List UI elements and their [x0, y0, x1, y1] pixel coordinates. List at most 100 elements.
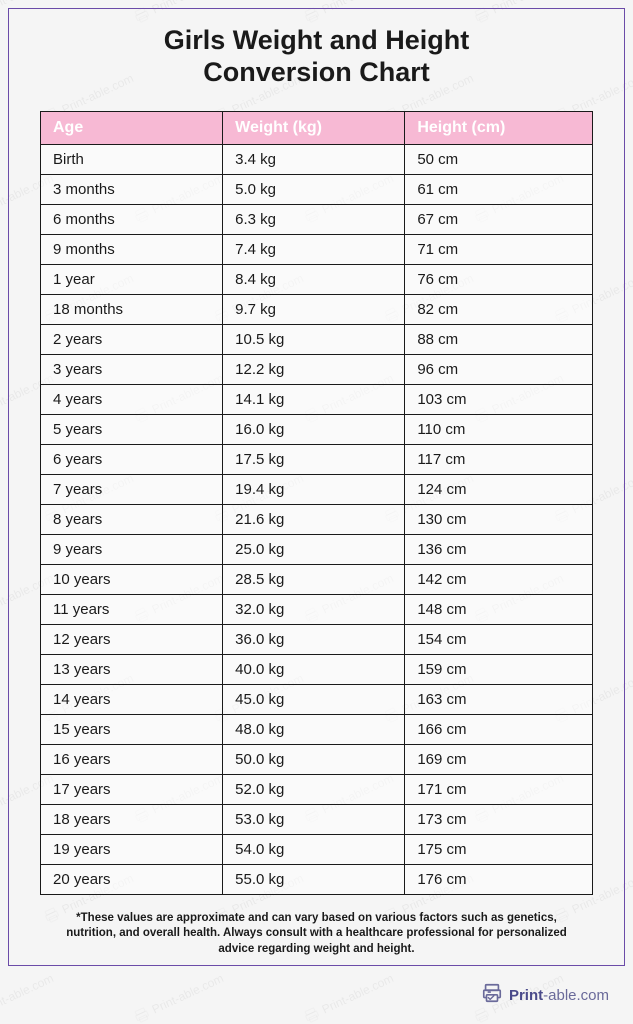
table-row: 7 years19.4 kg124 cm	[41, 474, 593, 504]
conversion-table: Age Weight (kg) Height (cm) Birth3.4 kg5…	[40, 111, 593, 895]
table-cell: 10 years	[41, 564, 223, 594]
table-cell: 13 years	[41, 654, 223, 684]
table-cell: 19 years	[41, 834, 223, 864]
table-cell: 159 cm	[405, 654, 593, 684]
table-cell: 36.0 kg	[223, 624, 405, 654]
table-cell: 173 cm	[405, 804, 593, 834]
title-line1: Girls Weight and Height	[164, 25, 470, 55]
table-row: 12 years36.0 kg154 cm	[41, 624, 593, 654]
table-cell: Birth	[41, 144, 223, 174]
table-cell: 17.5 kg	[223, 444, 405, 474]
table-cell: 154 cm	[405, 624, 593, 654]
table-cell: 3 years	[41, 354, 223, 384]
table-cell: 169 cm	[405, 744, 593, 774]
table-cell: 45.0 kg	[223, 684, 405, 714]
table-cell: 2 years	[41, 324, 223, 354]
table-cell: 25.0 kg	[223, 534, 405, 564]
table-row: 16 years50.0 kg169 cm	[41, 744, 593, 774]
watermark: Print-able.com	[131, 970, 226, 1024]
table-cell: 50.0 kg	[223, 744, 405, 774]
watermark: Print-able.com	[301, 970, 396, 1024]
table-cell: 32.0 kg	[223, 594, 405, 624]
table-row: 6 years17.5 kg117 cm	[41, 444, 593, 474]
table-cell: 7 years	[41, 474, 223, 504]
table-cell: 1 year	[41, 264, 223, 294]
footnote: *These values are approximate and can va…	[40, 911, 593, 958]
table-cell: 117 cm	[405, 444, 593, 474]
table-cell: 96 cm	[405, 354, 593, 384]
table-row: 17 years52.0 kg171 cm	[41, 774, 593, 804]
col-header-weight: Weight (kg)	[223, 111, 405, 144]
table-cell: 52.0 kg	[223, 774, 405, 804]
table-cell: 15 years	[41, 714, 223, 744]
printer-icon	[481, 982, 503, 1008]
table-cell: 175 cm	[405, 834, 593, 864]
table-cell: 76 cm	[405, 264, 593, 294]
table-row: 11 years32.0 kg148 cm	[41, 594, 593, 624]
table-cell: 103 cm	[405, 384, 593, 414]
table-row: 3 years12.2 kg96 cm	[41, 354, 593, 384]
table-cell: 142 cm	[405, 564, 593, 594]
col-header-age: Age	[41, 111, 223, 144]
table-row: 13 years40.0 kg159 cm	[41, 654, 593, 684]
table-cell: 82 cm	[405, 294, 593, 324]
table-cell: 20 years	[41, 864, 223, 894]
footer-brand: Print-able.com	[481, 982, 609, 1008]
table-cell: 17 years	[41, 774, 223, 804]
table-row: 1 year8.4 kg76 cm	[41, 264, 593, 294]
title-line2: Conversion Chart	[203, 57, 430, 87]
table-cell: 12 years	[41, 624, 223, 654]
table-cell: 18 years	[41, 804, 223, 834]
table-cell: 54.0 kg	[223, 834, 405, 864]
content: Girls Weight and Height Conversion Chart…	[0, 0, 633, 957]
col-header-height: Height (cm)	[405, 111, 593, 144]
table-row: 3 months5.0 kg61 cm	[41, 174, 593, 204]
table-cell: 176 cm	[405, 864, 593, 894]
table-cell: 18 months	[41, 294, 223, 324]
footer-text: Print-able.com	[509, 987, 609, 1004]
watermark: Print-able.com	[0, 970, 56, 1024]
table-cell: 88 cm	[405, 324, 593, 354]
table-cell: 6.3 kg	[223, 204, 405, 234]
table-cell: 166 cm	[405, 714, 593, 744]
table-cell: 124 cm	[405, 474, 593, 504]
table-cell: 6 months	[41, 204, 223, 234]
table-row: 8 years21.6 kg130 cm	[41, 504, 593, 534]
table-cell: 16 years	[41, 744, 223, 774]
table-cell: 110 cm	[405, 414, 593, 444]
table-cell: 10.5 kg	[223, 324, 405, 354]
table-cell: 6 years	[41, 444, 223, 474]
table-header-row: Age Weight (kg) Height (cm)	[41, 111, 593, 144]
table-cell: 5.0 kg	[223, 174, 405, 204]
table-row: 14 years45.0 kg163 cm	[41, 684, 593, 714]
table-row: 9 months7.4 kg71 cm	[41, 234, 593, 264]
table-cell: 14 years	[41, 684, 223, 714]
table-row: 20 years55.0 kg176 cm	[41, 864, 593, 894]
table-row: 4 years14.1 kg103 cm	[41, 384, 593, 414]
table-cell: 8.4 kg	[223, 264, 405, 294]
table-row: 6 months6.3 kg67 cm	[41, 204, 593, 234]
table-row: 19 years54.0 kg175 cm	[41, 834, 593, 864]
table-row: 10 years28.5 kg142 cm	[41, 564, 593, 594]
table-cell: 130 cm	[405, 504, 593, 534]
table-cell: 11 years	[41, 594, 223, 624]
page-title: Girls Weight and Height Conversion Chart	[40, 24, 593, 89]
table-row: 5 years16.0 kg110 cm	[41, 414, 593, 444]
table-cell: 9 months	[41, 234, 223, 264]
table-row: 9 years25.0 kg136 cm	[41, 534, 593, 564]
table-cell: 28.5 kg	[223, 564, 405, 594]
table-cell: 19.4 kg	[223, 474, 405, 504]
table-cell: 4 years	[41, 384, 223, 414]
table-row: 15 years48.0 kg166 cm	[41, 714, 593, 744]
table-row: Birth3.4 kg50 cm	[41, 144, 593, 174]
table-cell: 16.0 kg	[223, 414, 405, 444]
table-cell: 48.0 kg	[223, 714, 405, 744]
footer-bold: Print	[509, 987, 543, 1004]
table-cell: 61 cm	[405, 174, 593, 204]
table-cell: 5 years	[41, 414, 223, 444]
table-row: 18 years53.0 kg173 cm	[41, 804, 593, 834]
table-cell: 3 months	[41, 174, 223, 204]
table-cell: 8 years	[41, 504, 223, 534]
table-cell: 163 cm	[405, 684, 593, 714]
table-cell: 12.2 kg	[223, 354, 405, 384]
